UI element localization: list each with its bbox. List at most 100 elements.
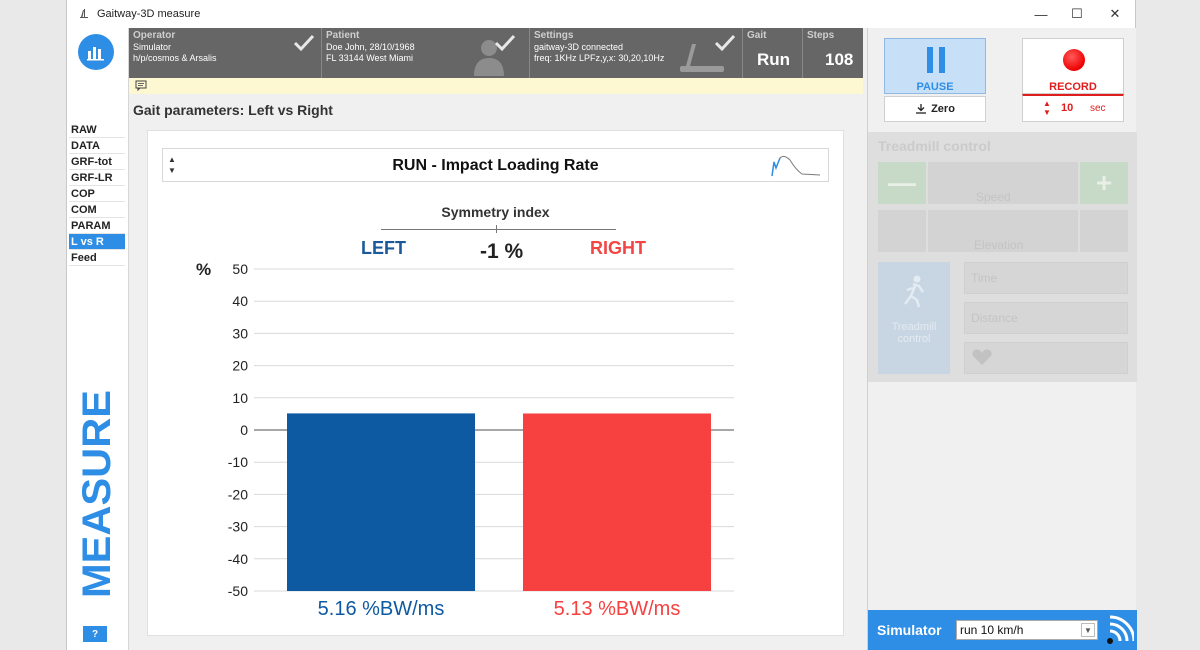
record-label: RECORD: [1049, 81, 1097, 93]
app-window: Gaitway-3D measure — ☐ ✕ RAW DATA GRF-to…: [66, 0, 1137, 650]
y-tick-label: 30: [232, 325, 248, 341]
operator-line1: Simulator: [133, 42, 172, 52]
operator-panel[interactable]: Operator Simulator h/p/cosmos & Arsalis: [129, 28, 322, 78]
patient-panel[interactable]: Patient Doe John, 28/10/1968 FL 33144 We…: [322, 28, 530, 78]
symmetry-right-label: RIGHT: [590, 238, 646, 258]
bar-chart-icon: [87, 47, 104, 61]
measure-text: MEASURE: [75, 390, 117, 598]
treadmill-control-panel: Treadmill control — Speed + Elevation Tr…: [868, 132, 1137, 382]
loading-rate-curve-icon: [771, 155, 821, 177]
record-duration-spinner[interactable]: ▲ ▼ 10 sec: [1022, 94, 1124, 122]
gait-title: Gait: [747, 30, 767, 41]
symmetry-value: -1 %: [480, 240, 524, 263]
parameter-selector[interactable]: ▲ ▼ RUN - Impact Loading Rate: [162, 148, 829, 182]
settings-title: Settings: [534, 30, 574, 41]
speed-display: [928, 162, 1078, 204]
elevation-display: [928, 210, 1078, 252]
close-button[interactable]: ✕: [1109, 6, 1121, 21]
speed-label: Speed: [976, 190, 1011, 204]
measure-vertical-label: MEASURE: [75, 390, 117, 598]
nav-item-l-vs-r[interactable]: L vs R: [69, 234, 125, 250]
parameter-label: RUN - Impact Loading Rate: [392, 157, 599, 174]
steps-panel: Steps 108: [803, 28, 863, 78]
elevation-minus-button[interactable]: [878, 210, 926, 252]
speed-minus-button[interactable]: —: [878, 162, 926, 204]
symmetry-axis-tick: [496, 225, 497, 233]
treadmill-control-label: Treadmill control: [891, 321, 937, 345]
zero-button[interactable]: Zero: [884, 96, 986, 122]
nav-item-cop[interactable]: COP: [69, 186, 125, 202]
selector-spin-arrows[interactable]: ▲ ▼: [168, 155, 176, 175]
minimize-button[interactable]: —: [1034, 6, 1048, 22]
symmetry-axis: [381, 229, 616, 230]
maximize-button[interactable]: ☐: [1071, 6, 1083, 21]
pause-button[interactable]: PAUSE: [884, 38, 986, 94]
notes-bar[interactable]: [129, 78, 863, 94]
steps-title: Steps: [807, 30, 835, 41]
y-axis-unit-label: %: [196, 260, 211, 279]
patient-line2: FL 33144 West Miami: [326, 53, 414, 63]
person-icon: [474, 40, 504, 76]
y-tick-label: 40: [232, 293, 248, 309]
duration-spin-arrows[interactable]: ▲ ▼: [1043, 99, 1051, 117]
help-button[interactable]: ?: [83, 626, 107, 642]
title-bar: Gaitway-3D measure — ☐ ✕: [67, 0, 1135, 28]
elevation-plus-button[interactable]: [1080, 210, 1128, 252]
right-value-label: 5.13 %BW/ms: [554, 598, 681, 620]
speed-plus-button[interactable]: +: [1080, 162, 1128, 204]
symmetry-title: Symmetry index: [441, 204, 550, 220]
left-sidebar: RAW DATA GRF-tot GRF-LR COP COM PARAM L …: [67, 28, 129, 650]
section-title: Gait parameters: Left vs Right: [133, 102, 333, 118]
simulator-select[interactable]: run 10 km/h ▼: [956, 620, 1098, 640]
right-bar: [523, 413, 711, 591]
patient-line1: Doe John, 28/10/1968: [326, 42, 415, 52]
record-button[interactable]: RECORD: [1022, 38, 1124, 94]
gait-panel: Gait Run: [743, 28, 803, 78]
y-tick-label: -40: [228, 551, 248, 567]
y-tick-label: 10: [232, 390, 248, 406]
heart-rate-field: [964, 342, 1128, 374]
elevation-label: Elevation: [974, 238, 1024, 252]
operator-line2: h/p/cosmos & Arsalis: [133, 53, 217, 63]
nav-item-com[interactable]: COM: [69, 202, 125, 218]
settings-panel[interactable]: Settings gaitway-3D connected freq: 1KHz…: [530, 28, 743, 78]
gait-value: Run: [757, 50, 791, 69]
y-tick-label: 20: [232, 358, 248, 374]
time-label: Time: [971, 271, 998, 285]
download-zero-icon: [916, 104, 927, 114]
chart-logo-button[interactable]: [78, 34, 114, 70]
right-panel: PAUSE Zero RECORD ▲ ▼ 10 sec Treadmill co…: [867, 28, 1137, 650]
y-tick-label: -10: [228, 454, 248, 470]
nav-item-data[interactable]: DATA: [69, 138, 125, 154]
record-time-unit: sec: [1090, 103, 1106, 114]
record-dot-icon: [1063, 49, 1085, 71]
treadmill-control-button[interactable]: Treadmill control: [878, 262, 950, 374]
left-bar: [287, 413, 475, 591]
nav-item-param[interactable]: PARAM: [69, 218, 125, 234]
window-title: Gaitway-3D measure: [97, 8, 201, 20]
comment-icon: [135, 80, 147, 91]
settings-line1: gaitway-3D connected: [534, 42, 624, 52]
info-header: Operator Simulator h/p/cosmos & Arsalis …: [129, 28, 863, 78]
distance-field: Distance: [964, 302, 1128, 334]
nav-item-raw[interactable]: RAW: [69, 122, 125, 138]
pause-label: PAUSE: [916, 81, 954, 93]
chevron-down-icon[interactable]: ▼: [1081, 623, 1095, 637]
y-tick-label: -50: [228, 583, 248, 599]
nav-list: RAW DATA GRF-tot GRF-LR COP COM PARAM L …: [69, 122, 125, 266]
y-tick-label: 0: [240, 422, 248, 438]
chart-card: ▲ ▼ RUN - Impact Loading Rate Symmetry in…: [147, 130, 844, 636]
pause-icon: [927, 47, 945, 73]
treadmill-title: Treadmill control: [878, 138, 991, 154]
treadmill-icon: [680, 44, 724, 72]
nav-item-grf-lr[interactable]: GRF-LR: [69, 170, 125, 186]
settings-check-icon: [714, 34, 736, 52]
heart-icon: [972, 349, 992, 365]
distance-label: Distance: [971, 311, 1018, 325]
wireless-signal-icon: [1107, 615, 1134, 644]
nav-item-grf-tot[interactable]: GRF-tot: [69, 154, 125, 170]
nav-item-feed[interactable]: Feed: [69, 250, 125, 266]
patient-check-icon: [494, 34, 516, 52]
record-time-value: 10: [1061, 102, 1074, 114]
runner-icon: [904, 275, 925, 308]
